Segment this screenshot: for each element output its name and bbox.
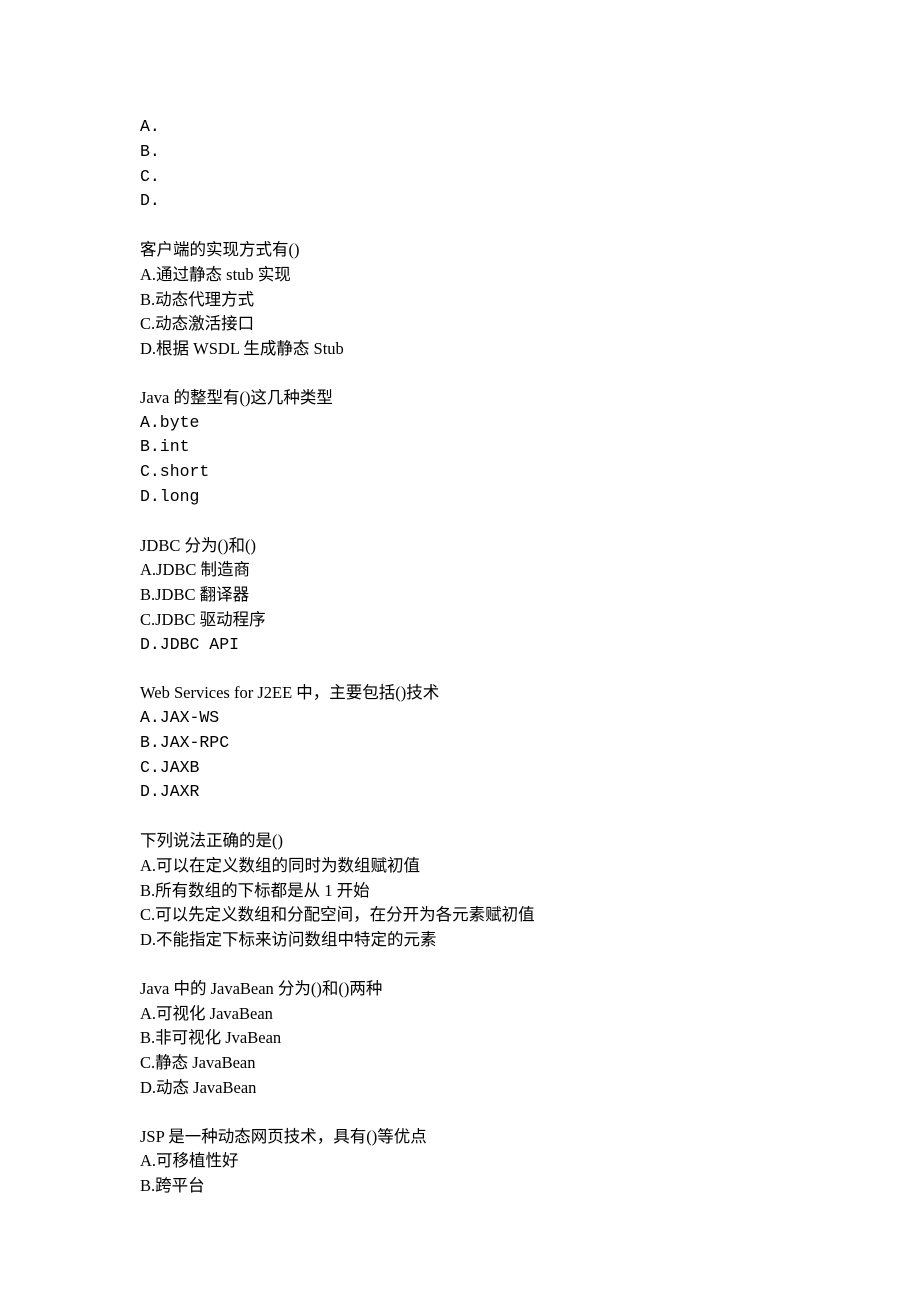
option-line: D.	[140, 189, 780, 214]
option-line: C.JDBC 驱动程序	[140, 608, 780, 633]
question-block-2: Java 的整型有()这几种类型 A.byte B.int C.short D.…	[140, 386, 780, 510]
question-block-0: A. B. C. D.	[140, 115, 780, 214]
question-stem: JDBC 分为()和()	[140, 534, 780, 559]
question-stem: JSP 是一种动态网页技术，具有()等优点	[140, 1125, 780, 1150]
question-block-4: Web Services for J2EE 中，主要包括()技术 A.JAX-W…	[140, 681, 780, 805]
option-line: A.通过静态 stub 实现	[140, 263, 780, 288]
option-line: B.JAX-RPC	[140, 731, 780, 756]
option-line: B.非可视化 JvaBean	[140, 1026, 780, 1051]
option-line: A.可视化 JavaBean	[140, 1002, 780, 1027]
option-line: D.根据 WSDL 生成静态 Stub	[140, 337, 780, 362]
option-line: A.byte	[140, 411, 780, 436]
option-line: A.	[140, 115, 780, 140]
option-line: A.可移植性好	[140, 1149, 780, 1174]
option-line: D.JDBC API	[140, 633, 780, 658]
option-line: A.可以在定义数组的同时为数组赋初值	[140, 854, 780, 879]
option-line: C.静态 JavaBean	[140, 1051, 780, 1076]
document-page: A. B. C. D. 客户端的实现方式有() A.通过静态 stub 实现 B…	[0, 0, 920, 1283]
option-line: B.跨平台	[140, 1174, 780, 1199]
option-line: B.所有数组的下标都是从 1 开始	[140, 879, 780, 904]
question-stem: 客户端的实现方式有()	[140, 238, 780, 263]
option-line: C.动态激活接口	[140, 312, 780, 337]
option-line: B.JDBC 翻译器	[140, 583, 780, 608]
option-line: A.JDBC 制造商	[140, 558, 780, 583]
option-line: B.动态代理方式	[140, 288, 780, 313]
option-line: B.	[140, 140, 780, 165]
option-line: D.JAXR	[140, 780, 780, 805]
option-line: D.long	[140, 485, 780, 510]
question-block-1: 客户端的实现方式有() A.通过静态 stub 实现 B.动态代理方式 C.动态…	[140, 238, 780, 362]
option-line: B.int	[140, 435, 780, 460]
question-stem: Java 的整型有()这几种类型	[140, 386, 780, 411]
question-block-5: 下列说法正确的是() A.可以在定义数组的同时为数组赋初值 B.所有数组的下标都…	[140, 829, 780, 953]
option-line: C.JAXB	[140, 756, 780, 781]
option-line: D.动态 JavaBean	[140, 1076, 780, 1101]
question-stem: Web Services for J2EE 中，主要包括()技术	[140, 681, 780, 706]
question-stem: 下列说法正确的是()	[140, 829, 780, 854]
question-block-7: JSP 是一种动态网页技术，具有()等优点 A.可移植性好 B.跨平台	[140, 1125, 780, 1199]
option-line: C.	[140, 165, 780, 190]
option-line: C.可以先定义数组和分配空间，在分开为各元素赋初值	[140, 903, 780, 928]
option-line: D.不能指定下标来访问数组中特定的元素	[140, 928, 780, 953]
option-line: C.short	[140, 460, 780, 485]
question-block-3: JDBC 分为()和() A.JDBC 制造商 B.JDBC 翻译器 C.JDB…	[140, 534, 780, 658]
question-stem: Java 中的 JavaBean 分为()和()两种	[140, 977, 780, 1002]
option-line: A.JAX-WS	[140, 706, 780, 731]
question-block-6: Java 中的 JavaBean 分为()和()两种 A.可视化 JavaBea…	[140, 977, 780, 1101]
